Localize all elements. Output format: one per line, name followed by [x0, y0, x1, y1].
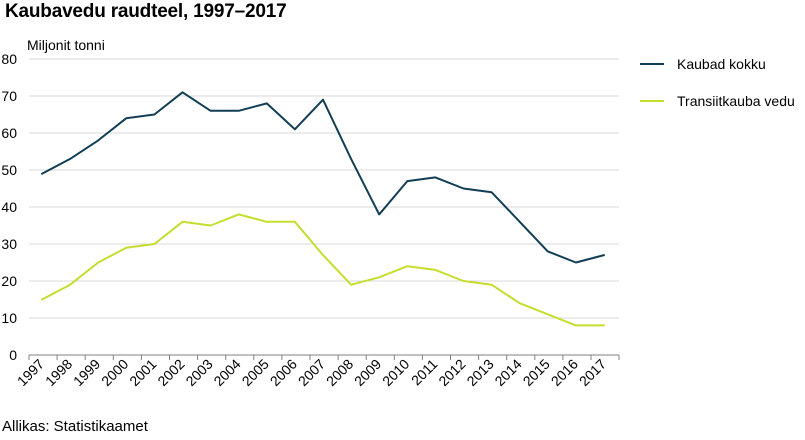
y-tick-label: 10 — [1, 310, 17, 326]
x-tick-label: 2012 — [435, 356, 468, 389]
x-tick-label: 2015 — [520, 356, 553, 389]
x-tick-label: 2007 — [295, 356, 328, 389]
chart-title: Kaubavedu raudteel, 1997–2017 — [5, 1, 287, 22]
y-tick-label: 50 — [1, 162, 17, 178]
x-tick-label: 2010 — [379, 356, 412, 389]
y-tick-label: 20 — [1, 273, 17, 289]
x-tick-label: 2006 — [267, 356, 300, 389]
x-tick-label: 2013 — [463, 356, 496, 389]
x-tick-label: 2017 — [576, 356, 609, 389]
y-tick-label: 40 — [1, 199, 17, 215]
x-tick-label: 2004 — [210, 356, 243, 389]
x-tick-label: 2003 — [182, 356, 215, 389]
y-tick-label: 0 — [9, 347, 17, 363]
legend-label-1: Kaubad kokku — [677, 56, 766, 72]
x-tick-label: 2016 — [548, 356, 581, 389]
x-tick-label: 2008 — [323, 356, 356, 389]
x-tick-label: 1998 — [42, 356, 75, 389]
y-axis-label: Miljonit tonni — [27, 37, 105, 53]
x-tick-label: 2014 — [491, 356, 524, 389]
y-tick-label: 70 — [1, 88, 17, 104]
x-tick-label: 2002 — [154, 356, 187, 389]
y-tick-label: 60 — [1, 125, 17, 141]
x-tick-label: 2000 — [98, 356, 131, 389]
y-tick-label: 30 — [1, 236, 17, 252]
x-tick-label: 2009 — [351, 356, 384, 389]
series-line-2 — [41, 213, 605, 327]
series-line-1 — [41, 91, 605, 264]
x-tick-label: 1999 — [70, 356, 103, 389]
x-tick-label: 2005 — [239, 356, 272, 389]
x-tick-label: 2001 — [126, 356, 159, 389]
source-note: Allikas: Statistikaamet — [2, 418, 148, 435]
legend-label-2: Transiitkauba vedu — [677, 93, 795, 109]
y-tick-label: 80 — [1, 51, 17, 67]
x-tick-label: 2011 — [408, 356, 441, 389]
x-tick-label: 1997 — [14, 356, 47, 389]
